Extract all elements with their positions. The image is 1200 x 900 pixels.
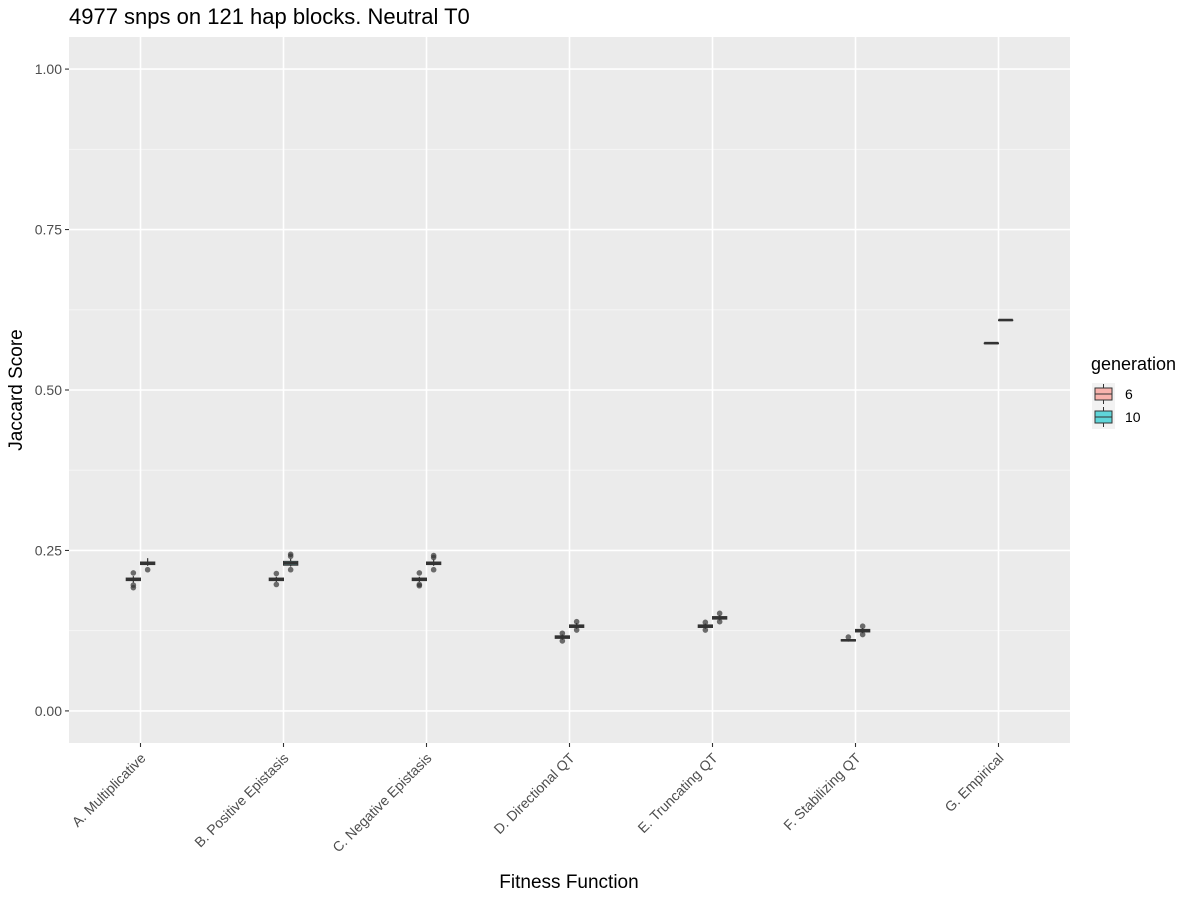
outlier-point	[287, 553, 294, 560]
x-tick-label: D. Directional QT	[490, 749, 578, 837]
legend-title: generation	[1091, 354, 1176, 374]
box-10-6	[998, 318, 1014, 322]
legend-key-10: 10	[1092, 406, 1141, 429]
legend: generation 6 10	[1091, 354, 1176, 429]
x-tick-label: G. Empirical	[941, 750, 1006, 815]
outlier-point	[702, 619, 709, 626]
box-10-1	[283, 551, 299, 573]
y-tick-label: 1.00	[35, 61, 62, 77]
outlier-point	[273, 581, 280, 588]
y-axis-title: Jaccard Score	[6, 329, 27, 450]
y-tick-label: 0.75	[35, 222, 62, 238]
box-6-3	[554, 630, 571, 644]
x-tick-label: A. Multiplicative	[69, 750, 149, 830]
chart-title: 4977 snps on 121 hap blocks. Neutral T0	[69, 4, 470, 29]
outlier-point	[430, 554, 437, 561]
legend-key-6: 6	[1092, 383, 1133, 406]
box-6-1	[268, 570, 285, 588]
x-tick-label: E. Truncating QT	[634, 749, 720, 835]
x-axis: A. Multiplicative B. Positive Epistasis C.…	[69, 743, 1007, 855]
box-marks	[125, 318, 1014, 644]
box-10-3	[569, 618, 585, 633]
outlier-point	[559, 630, 566, 637]
box-6-4	[697, 619, 714, 633]
y-tick-label: 0.00	[35, 703, 62, 719]
outlier-point	[416, 582, 423, 589]
outlier-point	[130, 570, 137, 576]
outlier-point	[573, 627, 580, 633]
box-6-6	[983, 341, 1000, 345]
box-10-0	[140, 558, 156, 573]
outlier-point	[273, 570, 280, 577]
x-tick-label: F. Stabilizing QT	[780, 750, 864, 834]
box-6-5	[840, 634, 857, 642]
y-tick-label: 0.50	[35, 382, 62, 398]
outlier-point	[716, 610, 723, 617]
x-tick-label: B. Positive Epistasis	[191, 750, 291, 850]
outlier-point	[702, 627, 709, 633]
outlier-point	[716, 618, 723, 625]
y-axis: 0.00 0.25 0.50 0.75 1.00	[35, 61, 69, 719]
outlier-point	[845, 634, 852, 640]
outlier-point	[559, 638, 566, 644]
outlier-point	[130, 584, 137, 591]
outlier-point	[416, 570, 423, 576]
legend-label: 6	[1125, 386, 1133, 402]
outlier-point	[859, 623, 866, 629]
box-10-2	[426, 552, 442, 573]
x-tick-label: C. Negative Epistasis	[329, 750, 434, 855]
box-10-5	[855, 623, 871, 638]
box-10-4	[712, 610, 728, 625]
y-tick-label: 0.25	[35, 542, 62, 558]
box-6-0	[125, 570, 141, 591]
outlier-point	[430, 566, 437, 573]
x-axis-title: Fitness Function	[499, 872, 638, 893]
box-6-2	[411, 570, 428, 589]
grid-lines	[69, 37, 1070, 743]
outlier-point	[573, 618, 580, 625]
legend-label: 10	[1125, 409, 1141, 425]
outlier-point	[287, 566, 294, 573]
outlier-point	[859, 631, 866, 638]
outlier-point	[144, 566, 151, 573]
